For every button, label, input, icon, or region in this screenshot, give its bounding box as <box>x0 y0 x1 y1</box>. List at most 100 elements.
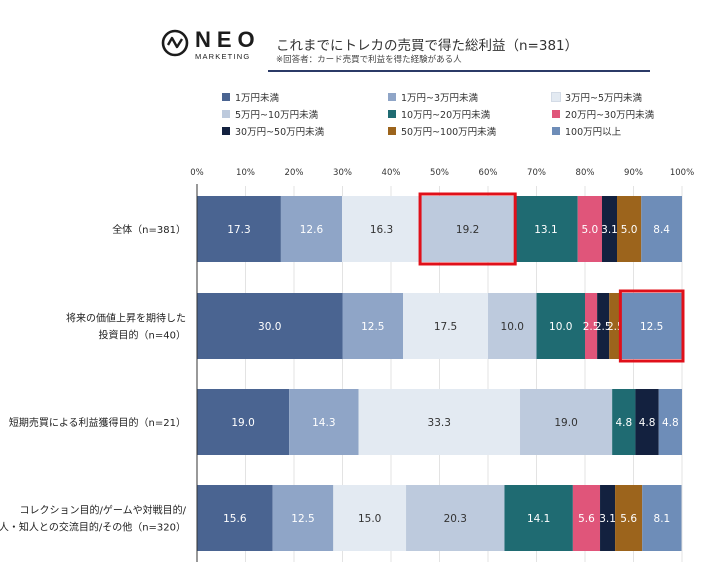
bar-segment <box>197 485 273 551</box>
bar-segment <box>658 389 682 455</box>
category-label: 将来の価値上昇を期待した <box>66 312 186 325</box>
bar-segment <box>572 485 601 551</box>
logo-mark-wave <box>166 36 184 49</box>
bar-segment <box>536 293 585 359</box>
category-label: 友人・知人との交流目的/その他（n=320） <box>0 521 186 534</box>
data-label: 19.0 <box>554 417 577 429</box>
legend-item: 30万円~50万円未満 <box>222 124 324 138</box>
bar-segment <box>577 196 602 262</box>
data-label: 3.1 <box>599 513 616 525</box>
legend-swatch <box>551 92 561 102</box>
bar-segment <box>406 485 505 551</box>
highlight-box <box>418 192 517 266</box>
data-label: 12.6 <box>300 224 324 236</box>
legend-swatch <box>222 93 230 101</box>
bar-segment <box>197 389 290 455</box>
bar-segment <box>600 485 616 551</box>
data-label: 30.0 <box>258 321 281 333</box>
bar-segment <box>597 293 610 359</box>
bar-segment <box>641 196 682 262</box>
category-label: 投資目的（n=40） <box>99 329 186 342</box>
legend-label: 5万円~10万円未満 <box>235 110 319 121</box>
highlight-box <box>618 289 685 363</box>
legend-label: 1万円~3万円未満 <box>401 93 479 104</box>
x-tick-label: 50% <box>430 168 449 178</box>
data-label: 5.6 <box>578 513 595 525</box>
legend-label: 20万円~30万円未満 <box>565 110 655 121</box>
legend-label: 100万円以上 <box>565 127 622 138</box>
data-label: 33.3 <box>428 417 451 429</box>
legend-swatch <box>552 110 560 118</box>
bar-segment <box>333 485 407 551</box>
legend-label: 30万円~50万円未満 <box>235 127 325 138</box>
legend-item: 50万円~100万円未満 <box>388 124 496 138</box>
title-divider <box>268 70 650 72</box>
data-label: 17.3 <box>227 224 250 236</box>
data-label: 15.0 <box>358 513 381 525</box>
legend-item: 10万円~20万円未満 <box>388 107 490 121</box>
data-label: 19.2 <box>456 224 479 236</box>
x-tick-label: 80% <box>576 168 595 178</box>
bar-segment <box>635 389 659 455</box>
bar-segment <box>272 485 334 551</box>
legend-label: 10万円~20万円未満 <box>401 110 491 121</box>
data-label: 4.8 <box>639 417 656 429</box>
respondent-note: ※回答者：カード売買で利益を得た経験がある人 <box>276 55 462 65</box>
legend-swatch <box>388 127 396 135</box>
x-tick-label: 20% <box>285 168 304 178</box>
data-label: 8.1 <box>654 513 671 525</box>
x-tick-label: 40% <box>382 168 401 178</box>
data-label: 10.0 <box>501 321 524 333</box>
bar-segment <box>403 293 488 359</box>
legend-swatch <box>222 127 230 135</box>
bar-segment <box>612 389 636 455</box>
bar-segment <box>197 293 343 359</box>
bar-segment <box>621 293 682 359</box>
data-label: 4.8 <box>662 417 679 429</box>
x-tick-label: 10% <box>236 168 255 178</box>
bar-segment <box>488 293 537 359</box>
category-label: コレクション目的/ゲームや対戦目的/ <box>20 504 187 517</box>
data-label: 12.5 <box>291 513 314 525</box>
legend-swatch <box>552 127 560 135</box>
category-label: 全体（n=381） <box>112 223 186 236</box>
bar-segment <box>615 485 643 551</box>
legend-item: 5万円~10万円未満 <box>222 107 318 121</box>
data-label: 16.3 <box>370 224 393 236</box>
bar-segment <box>358 389 521 455</box>
logo-wordmark: NEO <box>195 27 261 52</box>
data-label: 20.3 <box>444 513 467 525</box>
bar-segment <box>642 485 682 551</box>
legend-label: 3万円~5万円未満 <box>565 93 643 104</box>
bar-segment <box>421 196 515 262</box>
data-label: 2.5 <box>595 321 612 333</box>
bar-segment <box>514 196 578 262</box>
legend-swatch <box>222 110 230 118</box>
legend-swatch <box>388 93 396 101</box>
data-label: 5.0 <box>581 224 598 236</box>
bar-segment <box>197 196 281 262</box>
data-label: 10.0 <box>549 321 572 333</box>
data-label: 8.4 <box>653 224 670 236</box>
bar-segment <box>609 293 622 359</box>
legend-item: 1万円未満 <box>222 90 279 104</box>
x-tick-label: 0% <box>190 168 204 178</box>
logo-mark-icon <box>161 29 189 57</box>
bar-segment <box>504 485 573 551</box>
bar-segment <box>289 389 359 455</box>
logo-subtitle: MARKETING <box>195 52 250 61</box>
bar-segment <box>585 293 598 359</box>
data-label: 4.8 <box>615 417 632 429</box>
page-title: これまでにトレカの売買で得た総利益（n=381） <box>276 38 579 54</box>
x-tick-label: 90% <box>624 168 643 178</box>
bar-segment <box>617 196 642 262</box>
category-label: 短期売買による利益獲得目的（n=21） <box>9 416 186 429</box>
data-label: 15.6 <box>223 513 247 525</box>
x-tick-label: 70% <box>527 168 546 178</box>
x-tick-label: 100% <box>670 168 694 178</box>
data-label: 5.0 <box>621 224 638 236</box>
bar-segment <box>342 293 404 359</box>
x-tick-label: 30% <box>333 168 352 178</box>
legend-item: 100万円以上 <box>552 124 621 138</box>
